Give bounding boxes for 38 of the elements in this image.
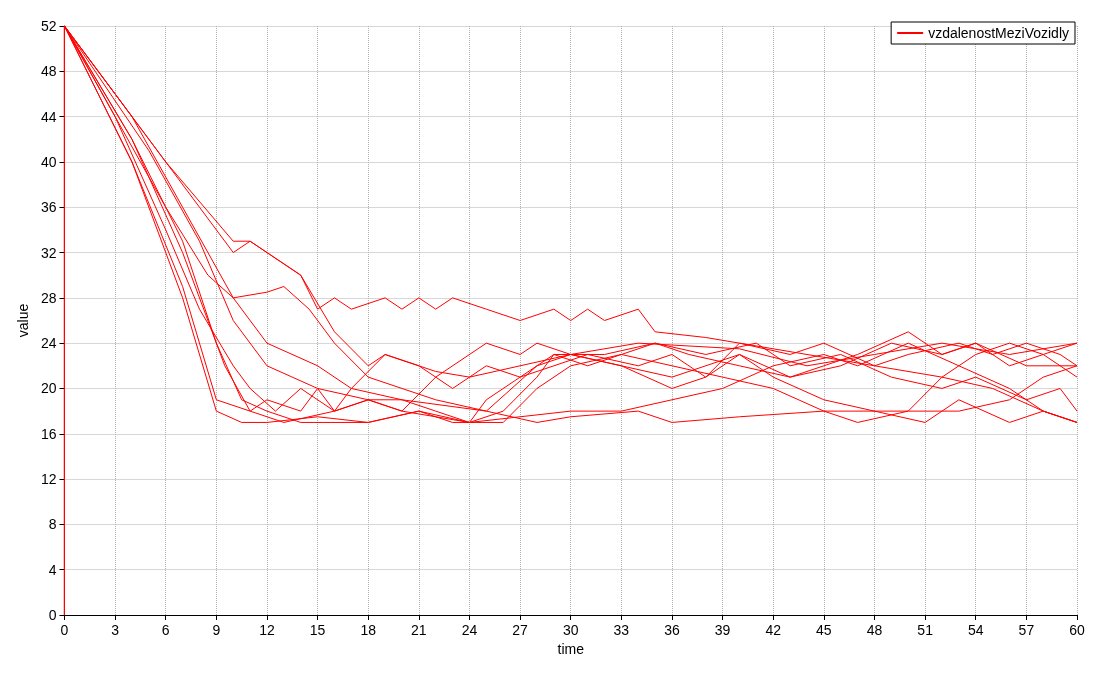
legend-label: vzdalenostMeziVozidly [928, 25, 1070, 41]
y-tick-label: 4 [48, 561, 57, 578]
x-tick-label: 48 [866, 622, 883, 638]
y-tick-label: 0 [48, 607, 57, 623]
x-tick-label: 36 [664, 622, 680, 638]
x-tick-label: 60 [1069, 622, 1085, 638]
y-tick-label: 48 [40, 63, 57, 80]
x-tick-label: 18 [360, 622, 377, 638]
y-tick-label: 24 [40, 335, 57, 352]
x-tick-label: 6 [161, 622, 170, 638]
x-tick-label: 3 [111, 622, 120, 638]
y-tick-label: 8 [48, 516, 57, 533]
y-tick-label: 36 [40, 199, 57, 216]
y-tick-label: 44 [40, 108, 57, 125]
x-tick-label: 39 [714, 622, 731, 638]
x-tick-label: 27 [512, 622, 529, 638]
x-tick-label: 30 [562, 622, 579, 638]
y-axis-title: value [15, 303, 31, 338]
x-axis-title: time [557, 640, 585, 657]
y-tick-label: 16 [40, 425, 57, 442]
y-tick-label: 28 [40, 289, 57, 306]
y-tick-label: 12 [40, 471, 57, 488]
x-tick-label: 15 [309, 622, 326, 638]
y-tick-label: 52 [40, 18, 57, 34]
x-tick-label: 45 [816, 622, 832, 638]
x-tick-label: 57 [1018, 622, 1035, 638]
x-tick-label: 21 [411, 622, 427, 638]
y-tick-label: 40 [40, 153, 57, 170]
x-tick-label: 42 [765, 622, 782, 638]
x-tick-label: 51 [917, 622, 934, 638]
x-tick-label: 54 [967, 622, 984, 638]
x-tick-label: 33 [613, 622, 630, 638]
x-tick-label: 0 [60, 622, 69, 638]
x-tick-label: 9 [212, 622, 221, 638]
y-tick-label: 32 [40, 244, 57, 261]
x-tick-label: 24 [461, 622, 478, 638]
x-tick-label: 12 [259, 622, 275, 638]
y-tick-label: 20 [40, 380, 57, 397]
